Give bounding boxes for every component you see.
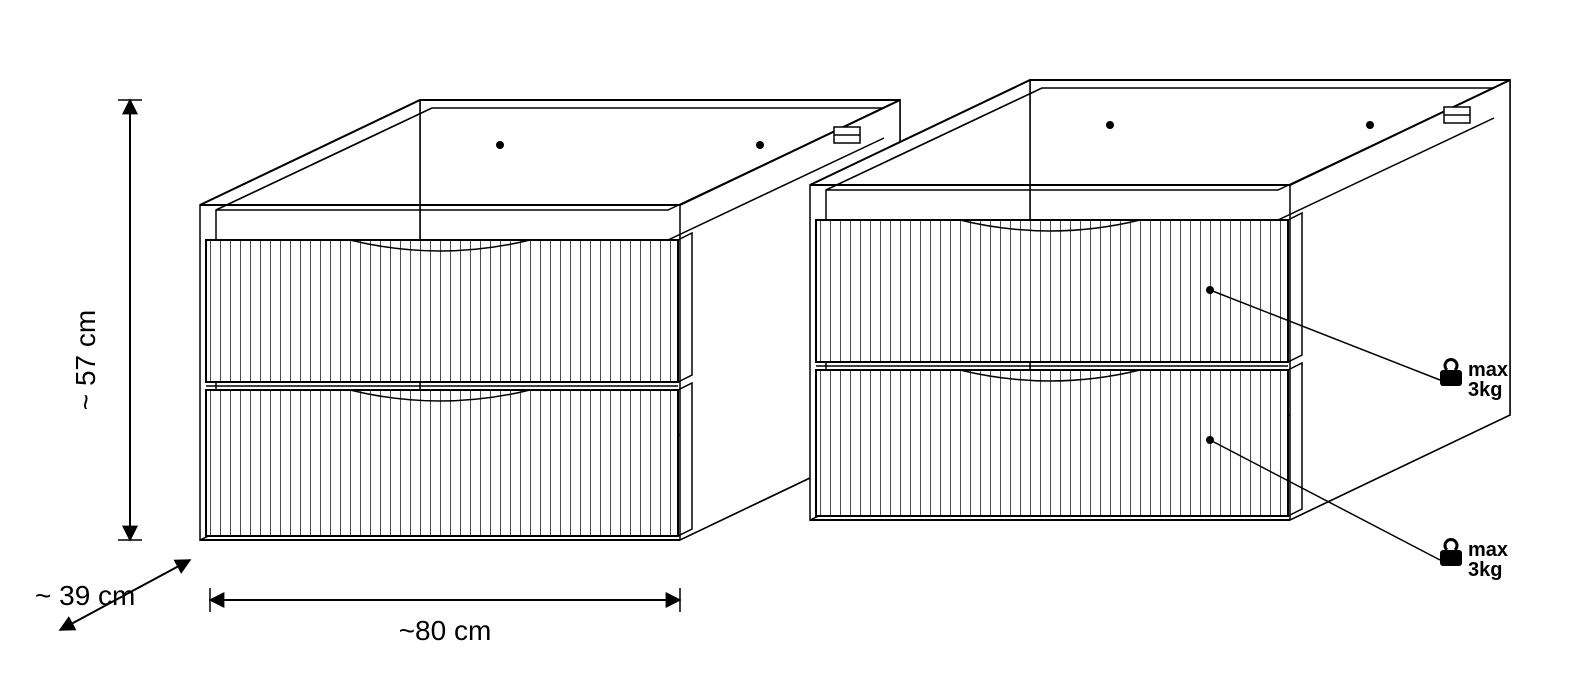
dimension-depth-label: ~ 39 cm	[35, 580, 135, 611]
weight-callout-1-line1: max	[1468, 359, 1508, 381]
dimension-width-label: ~80 cm	[399, 615, 492, 646]
dimension-depth: ~ 39 cm	[35, 560, 190, 630]
weight-callout-2-line1: max	[1468, 539, 1508, 561]
dimension-height-label: ~ 57 cm	[70, 310, 101, 410]
weight-callout-1-line2: 3kg	[1468, 379, 1502, 401]
cabinet-left	[200, 100, 900, 540]
dimension-height: ~ 57 cm	[70, 100, 142, 540]
dimension-width: ~80 cm	[210, 588, 680, 646]
weight-callout-2-line2: 3kg	[1468, 559, 1502, 581]
cabinet-right	[810, 80, 1510, 520]
